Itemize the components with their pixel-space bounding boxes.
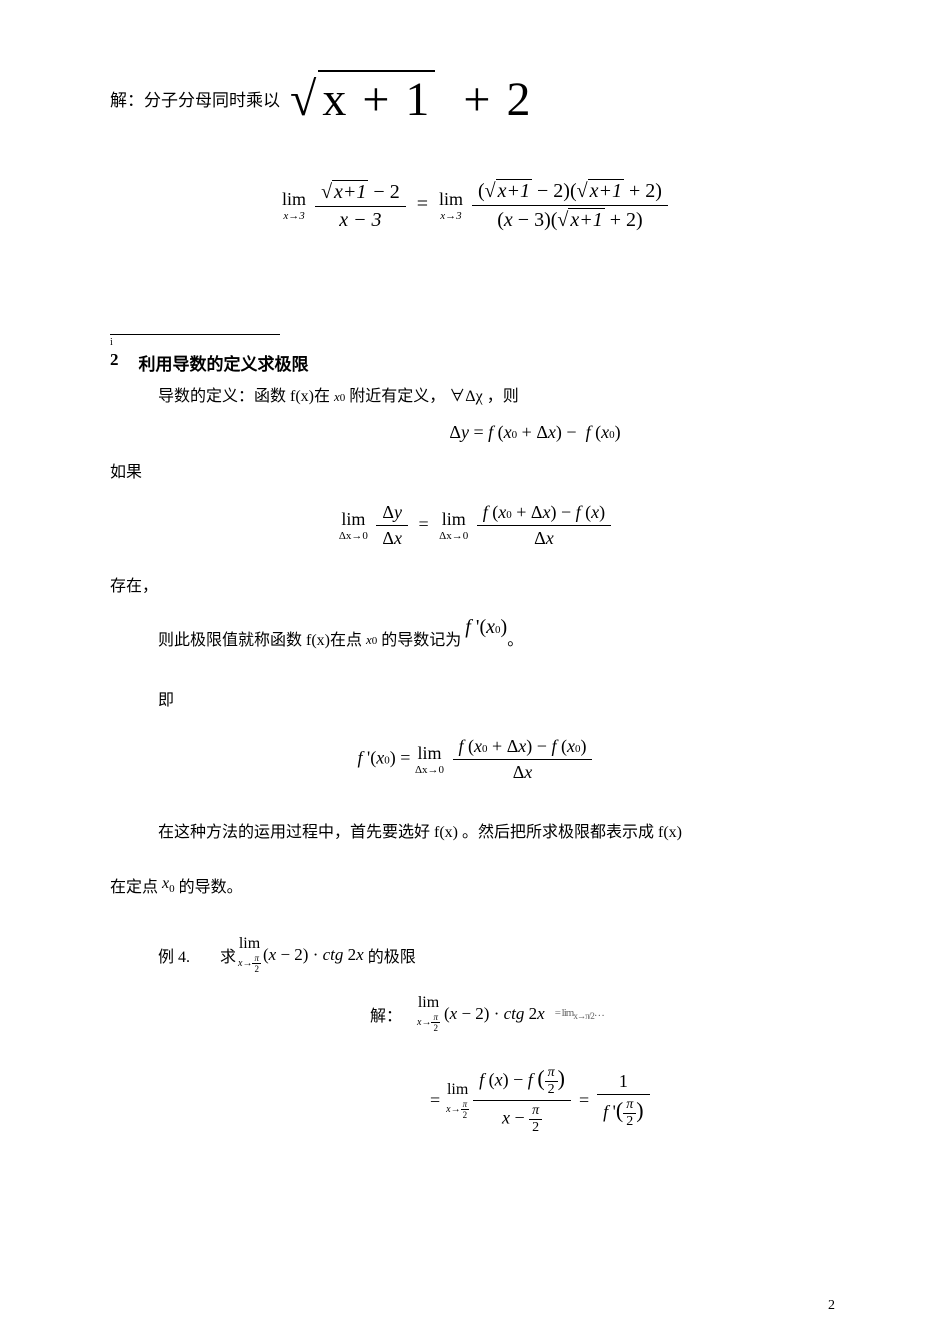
delta-y-equation: Δy = f (x0 + Δx) − f (x0)	[230, 422, 840, 443]
text-cunzai: 存在，	[110, 569, 840, 604]
lim-right: lim x→3	[439, 189, 463, 222]
intro-text: 解：分子分母同时乘以	[110, 86, 280, 111]
frac-left: √x+1 − 2 x − 3	[315, 178, 406, 234]
footnote-rule	[110, 334, 280, 335]
large-formula: √x + 1 + 2	[290, 70, 533, 127]
page-number: 2	[828, 1298, 835, 1314]
equals-sign: =	[417, 193, 428, 215]
lim-left: lim x→3	[282, 189, 306, 222]
frac-right: (√x+1 − 2)(√x+1 + 2) (x − 3)(√x+1 + 2)	[472, 177, 668, 234]
fprime-definition-equation: f '(x0) = lim Δx→0 f (x0 + Δx) − f (x0) …	[110, 734, 840, 785]
intro-line: 解：分子分母同时乘以 √x + 1 + 2	[110, 70, 840, 127]
limit-ratio-equation: lim Δx→0 Δy Δx = lim Δx→0 f (x0 + Δx) − …	[110, 500, 840, 551]
section-heading: 2 利用导数的定义求极限	[110, 350, 840, 375]
text-ji: 即	[158, 683, 840, 718]
main-equation: lim x→3 √x+1 − 2 x − 3 = lim x→3 (√x+1 −…	[110, 177, 840, 234]
method-paragraph-line2: 在定点 x0 的导数。	[110, 870, 840, 905]
text-ruguo: 如果	[110, 455, 840, 490]
example-4: 例 4. 求 lim x→π2 (x − 2) · ctg 2x 的极限	[158, 935, 840, 974]
footnote-marker: i	[110, 337, 840, 348]
method-paragraph-line1: 在这种方法的运用过程中，首先要选好 f(x) 。然后把所求极限都表示成 f(x)	[158, 815, 840, 850]
section-number: 2	[110, 350, 119, 375]
section-title: 利用导数的定义求极限	[139, 350, 309, 375]
final-equation: = lim x→π2 f (x) − f (π2) x − π2 = 1 f '…	[430, 1063, 840, 1138]
derivative-notation-line: 则此极限值就称函数 f(x)在点 x0 的导数记为 f '(x0) 。	[158, 615, 840, 659]
derivative-definition-line: 导数的定义：函数 f(x)在 x0 附近有定义， ∀Δχ ，则	[158, 379, 840, 414]
solution-line: 解： lim x→π2 (x − 2) · ctg 2x = limx→π/2…	[370, 994, 840, 1033]
